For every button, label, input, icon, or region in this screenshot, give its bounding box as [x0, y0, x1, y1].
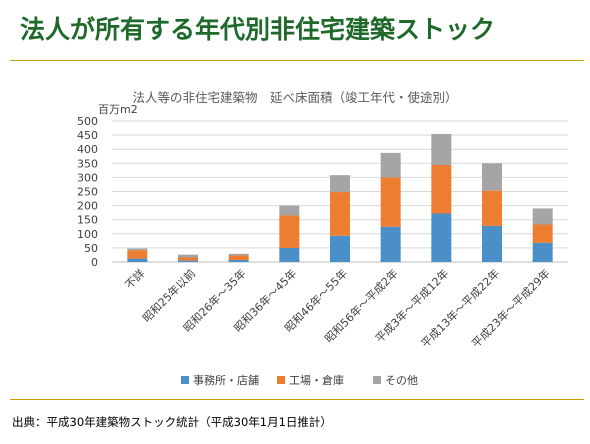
y-tick-label: 150 — [77, 214, 98, 227]
legend-swatch — [181, 376, 189, 384]
bars — [127, 133, 553, 262]
y-unit-label: 百万m2 — [98, 103, 138, 116]
bar-segment — [532, 208, 553, 225]
bar-segment — [431, 213, 452, 262]
legend-label: その他 — [385, 374, 418, 387]
chart-title: 法人等の非住宅建築物 延べ床面積（竣工年代・使途別） — [132, 90, 457, 105]
y-tick-label: 100 — [77, 228, 98, 241]
y-tick-label: 0 — [91, 256, 98, 269]
legend-swatch — [277, 376, 285, 384]
y-tick-label: 350 — [77, 157, 98, 170]
legend: 事務所・店舗 工場・倉庫 その他 — [181, 373, 418, 387]
bar-segment — [127, 248, 148, 251]
bar-segment — [178, 254, 198, 258]
stacked-bar-chart: 法人等の非住宅建築物 延べ床面積（竣工年代・使途別） 百万m2 05010015… — [77, 90, 568, 387]
bar-segment — [482, 163, 502, 191]
y-tick-label: 450 — [77, 129, 98, 142]
bar-segment — [431, 164, 452, 214]
y-tick-label: 400 — [77, 143, 98, 156]
bar-segment — [482, 190, 502, 226]
y-tick-label: 300 — [77, 171, 98, 184]
title-divider — [10, 60, 584, 61]
bar-segment — [380, 152, 401, 178]
bar-segment — [380, 177, 401, 227]
category-labels: 不詳昭和25年以前昭和26年～35年昭和36年～45年昭和46年～55年昭和56… — [122, 266, 553, 350]
bar-segment — [279, 205, 300, 216]
slide-title: 法人が所有する年代別非住宅建築ストック — [20, 15, 496, 44]
y-tick-label: 250 — [77, 186, 98, 199]
bar-segment — [279, 247, 300, 262]
footer-divider — [10, 399, 584, 400]
source-note: 出典：平成30年建築物ストック統計（平成30年1月1日推計） — [12, 415, 332, 429]
y-tick-label: 500 — [77, 115, 98, 128]
bar-segment — [178, 257, 198, 261]
legend-swatch — [373, 376, 381, 384]
bar-segment — [330, 235, 350, 262]
y-tick-label: 50 — [84, 242, 98, 255]
bar-segment — [431, 133, 452, 165]
bar-segment — [330, 192, 350, 236]
bar-segment — [482, 225, 502, 262]
category-label: 不詳 — [122, 266, 147, 291]
y-tick-label: 200 — [77, 200, 98, 213]
bar-segment — [380, 226, 401, 262]
bar-segment — [127, 250, 148, 259]
legend-label: 事務所・店舗 — [193, 373, 259, 387]
bar-segment — [178, 260, 198, 262]
bar-segment — [279, 215, 300, 248]
bar-segment — [127, 258, 148, 262]
legend-label: 工場・倉庫 — [289, 373, 344, 387]
bar-segment — [228, 253, 249, 256]
bar-segment — [228, 255, 249, 261]
bar-segment — [532, 242, 553, 262]
bar-segment — [228, 260, 249, 262]
bar-segment — [532, 224, 553, 243]
bar-segment — [330, 175, 350, 193]
